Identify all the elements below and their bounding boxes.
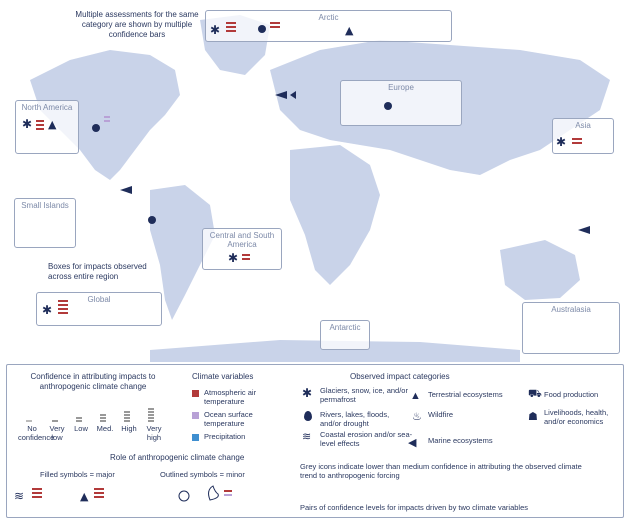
- legend-frame: [6, 364, 624, 518]
- confidence-level-5: Very high: [146, 424, 162, 442]
- australia-landmass: [500, 240, 580, 300]
- confidence-level-2: Low: [74, 424, 88, 433]
- label-marine: Marine ecosystems: [428, 436, 493, 445]
- region-title-australasia: Australasia: [551, 305, 591, 314]
- swatch-ocean-temp: [192, 412, 199, 419]
- label-terrestrial: Terrestrial ecosystems: [428, 390, 503, 399]
- confidence-bars: [18, 396, 168, 422]
- region-box-small-islands: Small Islands: [14, 198, 76, 248]
- region-title-small-islands: Small Islands: [21, 201, 69, 210]
- region-box-asia: Asia: [552, 118, 614, 154]
- snowflake-icon: ✱: [302, 386, 313, 400]
- outlined-label: Outlined symbols = minor: [160, 470, 245, 479]
- fish-icon: [578, 226, 590, 234]
- region-box-central-south-america: Central and South America: [202, 228, 282, 270]
- confidence-level-3: Med.: [96, 424, 114, 433]
- africa-landmass: [290, 145, 380, 285]
- fish-icon: [120, 186, 132, 194]
- fish-icon: [275, 91, 296, 99]
- impact-title: Observed impact categories: [350, 372, 450, 381]
- label-wildfire: Wildfire: [428, 410, 454, 419]
- tree-icon: ▲: [410, 390, 421, 402]
- region-title-asia: Asia: [575, 121, 591, 130]
- snowflake-icon: ✱: [228, 251, 238, 265]
- filled-label: Filled symbols = major: [40, 470, 115, 479]
- label-livelihoods: Livelihoods, health, and/or economics: [544, 408, 609, 426]
- people-icon: ☗: [528, 411, 538, 423]
- tree-icon: ▲: [345, 24, 354, 37]
- snowflake-icon: ✱: [42, 303, 52, 317]
- region-title-north-america: North America: [21, 103, 73, 112]
- fire-icon: ♨: [412, 411, 422, 423]
- water-drop-icon: [258, 25, 266, 33]
- region-title-global: Global: [87, 295, 111, 304]
- region-title-central-south-america: Central and South America: [209, 231, 275, 249]
- grey-note: Grey icons indicate lower than medium co…: [300, 462, 582, 480]
- snowflake-icon: ✱: [210, 23, 220, 37]
- confidence-level-4: High: [121, 424, 137, 433]
- fish-icon: ◀: [408, 437, 417, 449]
- wave-icon: ≋: [302, 431, 312, 443]
- swatch-precip: [192, 434, 199, 441]
- swatch-air-temp: [192, 390, 199, 397]
- region-title-antarctic: Antarctic: [329, 323, 361, 332]
- confidence-level-0: No confidence: [18, 424, 55, 442]
- tree-icon: ▲: [80, 490, 89, 503]
- label-coastal: Coastal erosion and/or sea-level effects: [320, 430, 413, 448]
- tree-icon: ▲: [48, 118, 57, 131]
- region-box-arctic: Arctic: [205, 10, 452, 42]
- water-drop-icon: [304, 411, 312, 421]
- confidence-level-1: Very low: [49, 424, 65, 442]
- antarctica-landmass: [150, 340, 520, 362]
- fire-icon: [208, 485, 219, 501]
- snowflake-icon: ✱: [22, 117, 32, 131]
- label-air-temp: Atmospheric air temperature: [204, 388, 257, 406]
- region-box-antarctic: Antarctic: [320, 320, 370, 350]
- snowflake-icon: ✱: [556, 135, 566, 149]
- boxes-region-note: Boxes for impacts observed across entire…: [48, 262, 147, 281]
- people-icon: [178, 490, 190, 502]
- climate-variables-title: Climate variables: [192, 372, 254, 381]
- pairs-note: Pairs of confidence levels for impacts d…: [300, 503, 529, 512]
- label-rivers: Rivers, lakes, floods, and/or drought: [320, 410, 390, 428]
- role-title: Role of anthropogenic climate change: [110, 453, 245, 462]
- region-box-global: Global: [36, 292, 162, 326]
- multiple-assessments-note: Multiple assessments for the same catego…: [75, 10, 199, 39]
- region-title-arctic: Arctic: [318, 13, 339, 22]
- south-america-landmass: [150, 185, 215, 320]
- confidence-title: Confidence in attributing impacts to ant…: [30, 372, 156, 391]
- region-box-europe: Europe: [340, 80, 462, 126]
- label-food: Food production: [544, 390, 599, 399]
- tractor-icon: ⛟: [528, 388, 542, 400]
- water-drop-icon: [148, 216, 156, 224]
- north-america-landmass: [30, 50, 180, 180]
- label-ocean-temp: Ocean surface temperature: [204, 410, 253, 428]
- wave-icon: ≋: [14, 489, 24, 503]
- water-drop-icon: [384, 102, 392, 110]
- water-drop-icon: [92, 124, 100, 132]
- region-box-australasia: Australasia: [522, 302, 620, 354]
- label-glaciers: Glaciers, snow, ice, and/or permafrost: [320, 386, 408, 404]
- label-precip: Precipitation: [204, 432, 246, 441]
- role-examples: ≋ ▲: [14, 485, 232, 503]
- map-icons: ✱ ▲ ✱ ▲ ✱ ✱ ✱: [22, 22, 590, 317]
- region-box-north-america: North America: [15, 100, 79, 154]
- region-title-europe: Europe: [388, 83, 414, 92]
